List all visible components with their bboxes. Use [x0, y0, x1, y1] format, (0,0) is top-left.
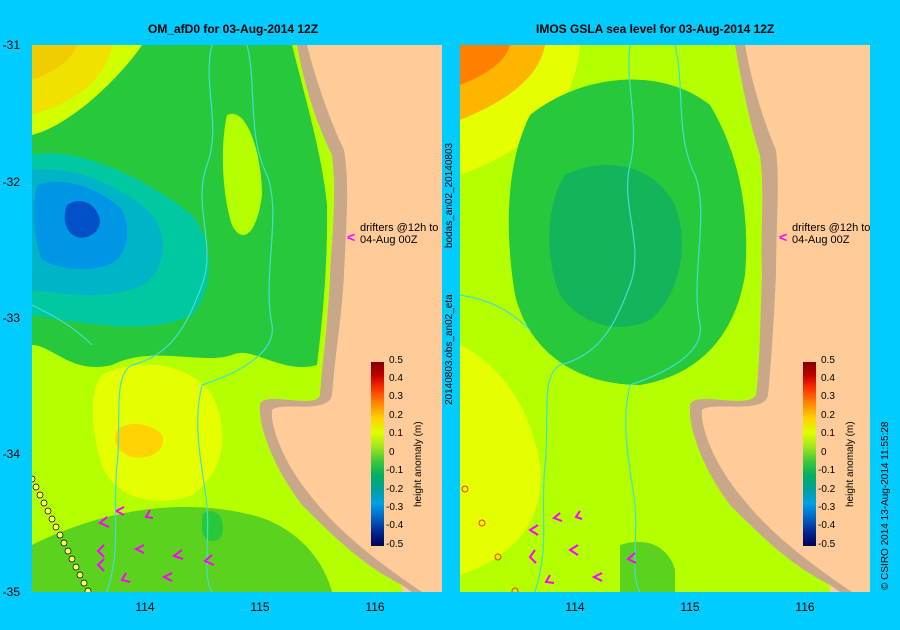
lower-green [32, 506, 332, 592]
copyright-text: © CSIRO 2014 13-Aug-2014 11:55:28 [880, 421, 891, 590]
left-drifter-note-line2: 04-Aug 00Z [360, 234, 418, 246]
drifter-arrows [96, 506, 215, 583]
right-map-title: IMOS GSLA sea level for 03-Aug-2014 12Z [536, 22, 775, 36]
river-lines [460, 45, 702, 592]
coast-band [689, 45, 852, 592]
lat-label-31: -31 [2, 38, 20, 52]
right-lon-label-115: 115 [680, 600, 700, 614]
right-lon-label-116: 116 [795, 600, 815, 614]
drifter-arrows [528, 510, 637, 584]
left-drifter-note-line1: drifters @12h to [360, 222, 439, 234]
river-lines [32, 45, 274, 592]
observation-circles [461, 485, 519, 592]
lat-label-33: -33 [2, 311, 20, 325]
lat-label-32: -32 [2, 175, 20, 189]
left-lon-label-116: 116 [365, 600, 385, 614]
left-colorbar [371, 362, 384, 546]
right-drifter-note-line2: 04-Aug 00Z [792, 234, 850, 246]
yellow-lower [460, 345, 541, 575]
left-lon-label-114: 114 [135, 600, 155, 614]
green-region-inner [549, 165, 682, 327]
right-lon-label-114: 114 [565, 600, 585, 614]
left-lon-label-115: 115 [250, 600, 270, 614]
left-map-panel [32, 45, 442, 592]
right-colorbar-label: height anomaly (m) [845, 421, 856, 507]
left-drifter-arrow-icon: < [347, 229, 356, 245]
left-colorbar-label: height anomaly (m) [413, 421, 424, 507]
right-drifter-note: drifters @12h to 04-Aug 00Z [792, 222, 870, 246]
drifter-track-dots [32, 475, 92, 592]
right-colorbar [803, 362, 816, 546]
run-id-text: bodas_an02_20140803 [444, 142, 455, 248]
left-drifter-note: drifters @12h to 04-Aug 00Z [360, 222, 438, 246]
lat-label-35: -35 [2, 585, 20, 599]
light-green-patch [222, 113, 262, 235]
orange-patch [115, 423, 163, 458]
left-map-title: OM_afD0 for 03-Aug-2014 12Z [148, 22, 319, 36]
orange-anomaly-core [460, 45, 510, 85]
obs-id-text: 20140803.obs_an02_eta [444, 294, 455, 405]
coast-band [259, 45, 422, 592]
eddy-core [64, 200, 100, 238]
right-drifter-note-line1: drifters @12h to [792, 222, 871, 234]
right-drifter-arrow-icon: < [779, 229, 788, 245]
right-map-panel [460, 45, 870, 592]
lat-label-34: -34 [2, 447, 20, 461]
left-map-svg [32, 45, 422, 592]
right-map-svg [460, 45, 852, 592]
